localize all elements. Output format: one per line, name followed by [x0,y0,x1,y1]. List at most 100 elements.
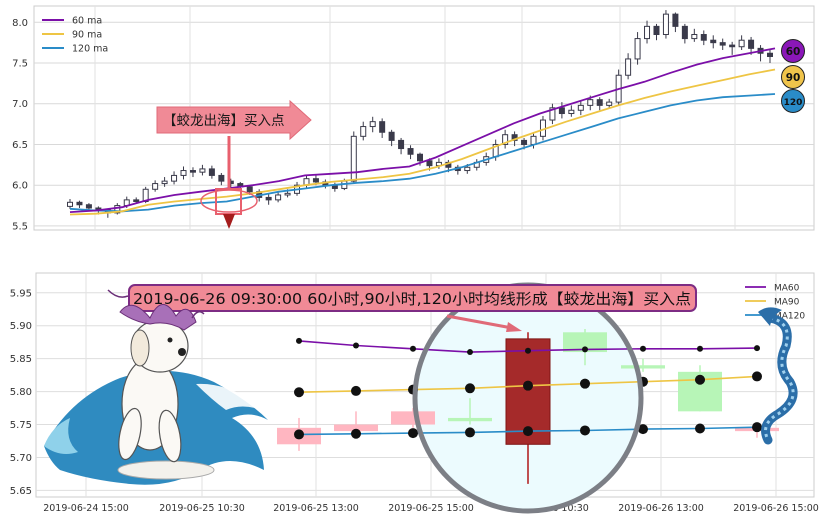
top-candle-body [208,168,215,176]
top-candle-body [199,168,206,173]
top-candle-body [350,135,357,182]
bottom-candle-body [448,417,492,422]
bottom-ma120-point [523,426,533,437]
bottom-y-tick-label: 5.70 [10,453,32,464]
top-candle-body [662,13,669,36]
top-candle-body [729,44,736,48]
top-y-tick-label: 6.5 [12,140,28,151]
bottom-x-tick-label: 2019-06-25 13:00 [273,503,359,514]
bottom-ma120-point [294,429,304,440]
top-candle-body [161,180,168,185]
top-candle-body [275,194,282,201]
bottom-y-tick-label: 5.95 [10,288,32,299]
top-candle-body [152,183,159,190]
top-end-badge-label: 60 [786,46,801,58]
top-candle-body [284,192,291,196]
bottom-ma90-point [351,385,361,396]
bottom-x-tick-label: 2019-06-25 10:30 [159,503,245,514]
top-candle-body [379,121,386,133]
bottom-ma60-point [353,342,359,349]
wave-foam [196,383,266,412]
bottom-ma90-point [465,383,475,394]
top-ma90-line [69,68,776,216]
top-candle-body [246,186,253,193]
top-candle-body [767,52,773,58]
bottom-annotation-pointer [446,314,513,330]
dog-leg-back [158,409,182,463]
top-candle-body [426,160,433,167]
top-candle-body [265,196,272,201]
bottom-candle-body [334,424,378,432]
top-end-badge-label: 120 [784,98,803,108]
top-ma120-line [69,93,776,213]
top-candle-body [606,101,613,106]
top-end-badge [781,89,805,113]
top-candle-body [748,39,755,49]
top-candle-body [691,34,698,40]
bottom-x-tick-label: 2019-06-26 13:00 [618,503,704,514]
top-candle-body [625,58,632,76]
top-candle-body [634,38,641,60]
bottom-ma90-point [523,380,533,391]
top-candle-body [464,166,471,172]
top-plot-area [33,5,815,231]
top-candle-body [700,34,707,41]
top-candle-body [76,201,83,206]
top-candle-body [67,201,73,207]
top-y-tick-label: 8.0 [12,18,28,29]
top-candle-body [681,25,688,40]
bottom-ma60-point [754,345,760,352]
surfboard [117,460,215,480]
dragon-horns-icon [119,304,197,331]
top-candle-body [218,174,225,182]
bottom-candle-body [391,411,435,425]
bottom-y-tick-label: 5.85 [10,354,32,365]
bottom-x-tick-label: 2019-06-24 15:00 [43,503,129,514]
top-candle-body [312,178,319,183]
dog-surfer-illustration [44,289,268,485]
bottom-ma60-point [410,345,416,352]
bottom-ma60-point [525,347,531,354]
top-legend-label: 90 ma [72,30,102,41]
bottom-x-tick-label: 2019-06-25 15:00 [388,503,474,514]
top-candle-body [672,13,679,27]
top-candle-body [180,170,187,176]
top-end-badge [781,39,805,63]
bottom-y-tick-label: 5.90 [10,321,32,332]
top-candle-body [171,174,178,182]
top-candle-body [558,107,565,115]
bottom-annotation-banner [128,284,697,312]
top-candle-body [114,205,121,214]
dragon-head-icon [758,307,782,326]
top-candle-body [189,170,196,173]
bottom-annotation-text: 2019-06-26 09:30:00 60小时,90小时,120小时均线形成【… [133,290,691,308]
top-candle-body [398,139,405,150]
bottom-legend-label: MA90 [774,298,800,308]
bottom-ma120-point [408,428,418,439]
top-candle-body [388,131,395,141]
bottom-y-tick-label: 5.80 [10,387,32,398]
bottom-ma120-point [638,424,648,435]
dragon-body-icon [761,313,798,445]
top-candle-body [521,139,528,145]
top-ma60-line [69,47,776,213]
top-candle-body [587,99,594,106]
bottom-candle-body [621,365,665,369]
dog-leg-front [118,407,142,461]
top-legend-label: 60 ma [72,16,102,27]
bottom-ma120-point [752,422,762,433]
top-annotation-text: 【蛟龙出海】买入点 [163,113,285,129]
top-candle-body [738,39,745,48]
bottom-y-tick-label: 5.65 [10,486,32,497]
bottom-ma60-point [296,337,302,344]
bottom-ma90-point [695,374,705,385]
top-legend-label: 120 ma [72,44,108,55]
dog-eye [167,337,173,343]
top-candle-body [85,204,92,209]
top-candle-body [530,135,537,145]
top-candle-body [360,126,367,137]
top-buy-arrow-icon [223,214,235,229]
bottom-candle-body [563,332,607,353]
bottom-ma60-point [467,349,473,356]
